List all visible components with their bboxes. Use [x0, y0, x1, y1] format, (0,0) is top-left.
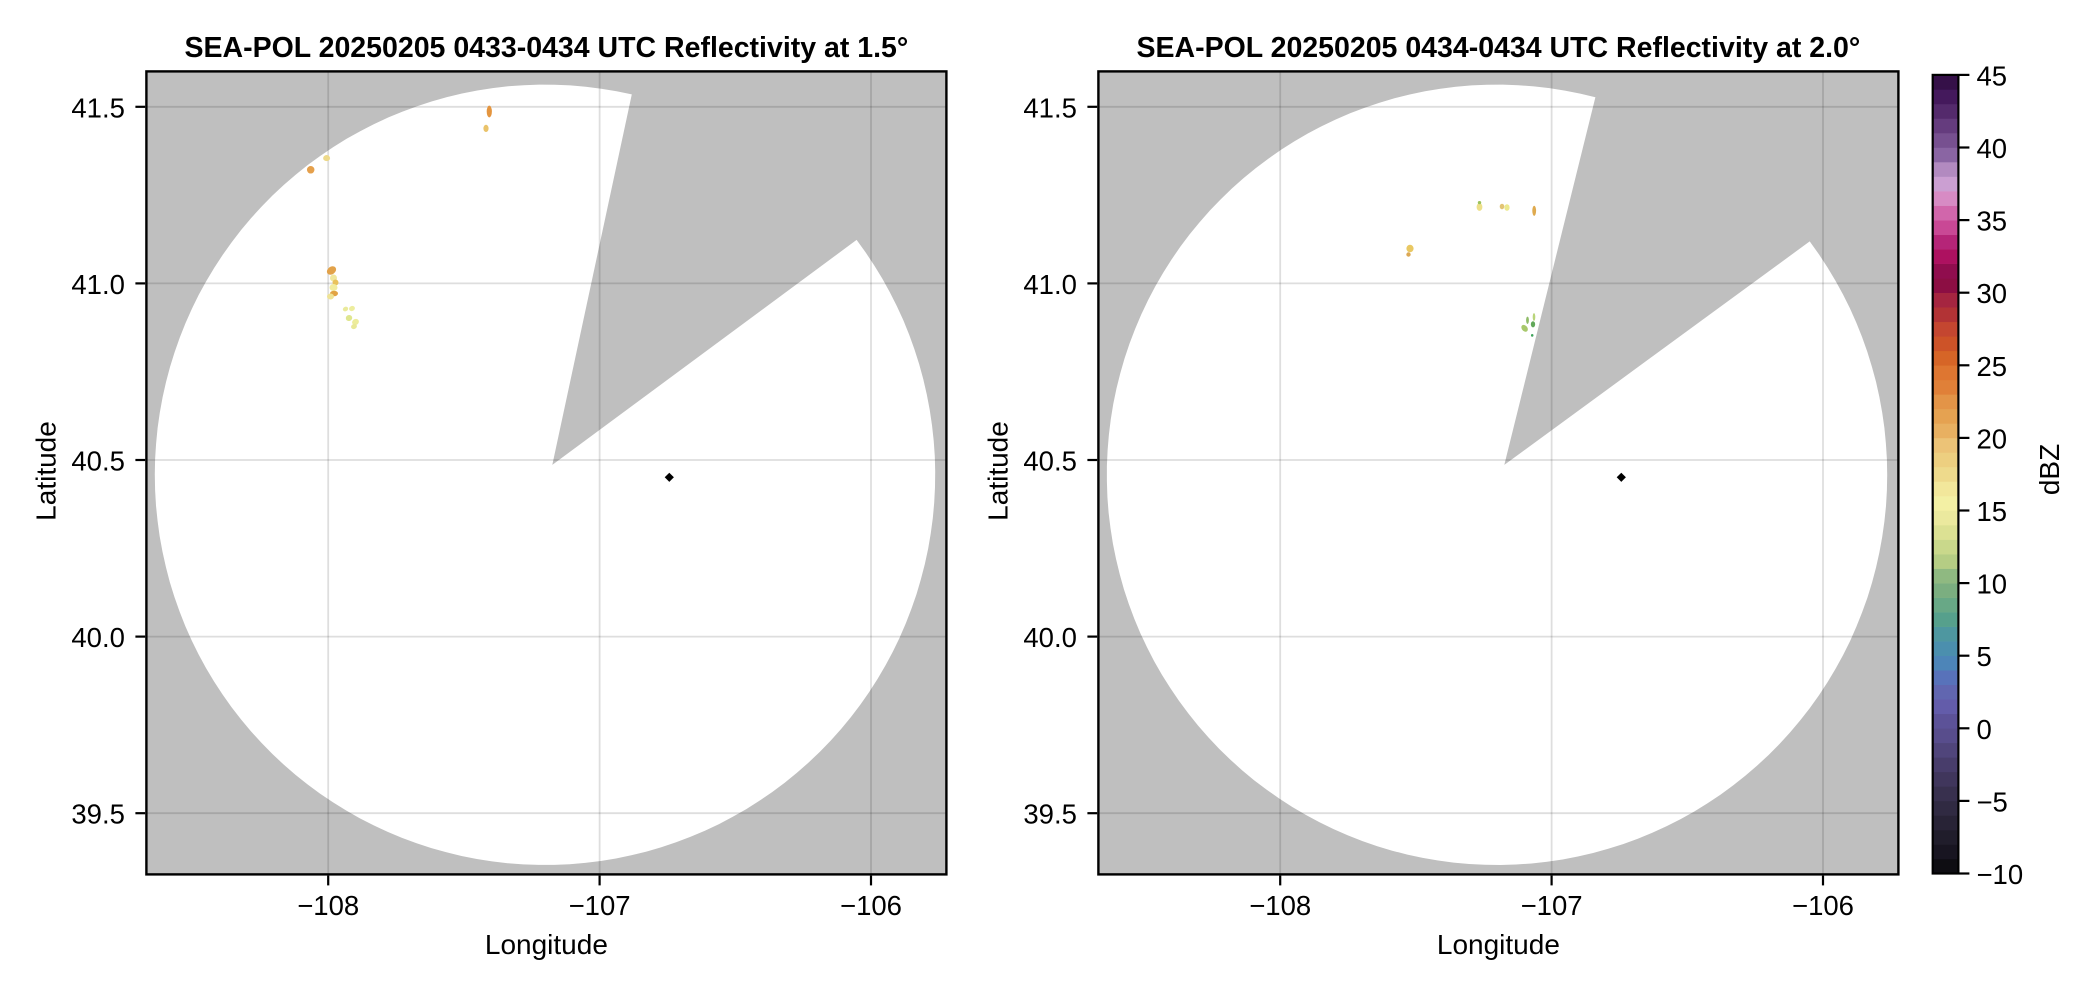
svg-text:−107: −107	[569, 890, 631, 921]
svg-text:SEA-POL 20250205 0433-0434 UTC: SEA-POL 20250205 0433-0434 UTC Reflectiv…	[185, 32, 909, 64]
svg-text:−106: −106	[840, 890, 902, 921]
svg-text:20: 20	[1977, 423, 2008, 454]
svg-text:SEA-POL 20250205 0434-0434 UTC: SEA-POL 20250205 0434-0434 UTC Reflectiv…	[1137, 32, 1861, 64]
svg-text:0: 0	[1977, 714, 1992, 745]
svg-text:15: 15	[1977, 496, 2008, 527]
svg-text:25: 25	[1977, 351, 2008, 382]
svg-text:−5: −5	[1977, 786, 2008, 817]
svg-text:5: 5	[1977, 641, 1992, 672]
svg-text:−10: −10	[1977, 859, 2024, 890]
svg-text:−106: −106	[1792, 890, 1854, 921]
svg-text:35: 35	[1977, 206, 2008, 237]
svg-text:41.5: 41.5	[1023, 92, 1077, 123]
svg-text:10: 10	[1977, 569, 2008, 600]
svg-text:30: 30	[1977, 278, 2008, 309]
svg-text:39.5: 39.5	[71, 799, 125, 830]
svg-text:Latitude: Latitude	[983, 421, 1014, 521]
svg-text:39.5: 39.5	[1023, 799, 1077, 830]
svg-text:40.5: 40.5	[1023, 446, 1077, 477]
svg-text:−108: −108	[297, 890, 359, 921]
svg-text:41.0: 41.0	[71, 269, 125, 300]
svg-text:41.0: 41.0	[1023, 269, 1077, 300]
svg-text:Latitude: Latitude	[31, 421, 62, 521]
svg-text:−107: −107	[1521, 890, 1583, 921]
svg-text:40.0: 40.0	[1023, 622, 1077, 653]
svg-text:45: 45	[1977, 60, 2008, 91]
svg-text:41.5: 41.5	[71, 92, 125, 123]
svg-text:Longitude: Longitude	[1437, 929, 1560, 960]
svg-text:40: 40	[1977, 133, 2008, 164]
svg-text:40.0: 40.0	[71, 622, 125, 653]
svg-text:40.5: 40.5	[71, 446, 125, 477]
svg-text:Longitude: Longitude	[485, 929, 608, 960]
svg-text:−108: −108	[1249, 890, 1311, 921]
svg-text:dBZ: dBZ	[2034, 444, 2065, 495]
